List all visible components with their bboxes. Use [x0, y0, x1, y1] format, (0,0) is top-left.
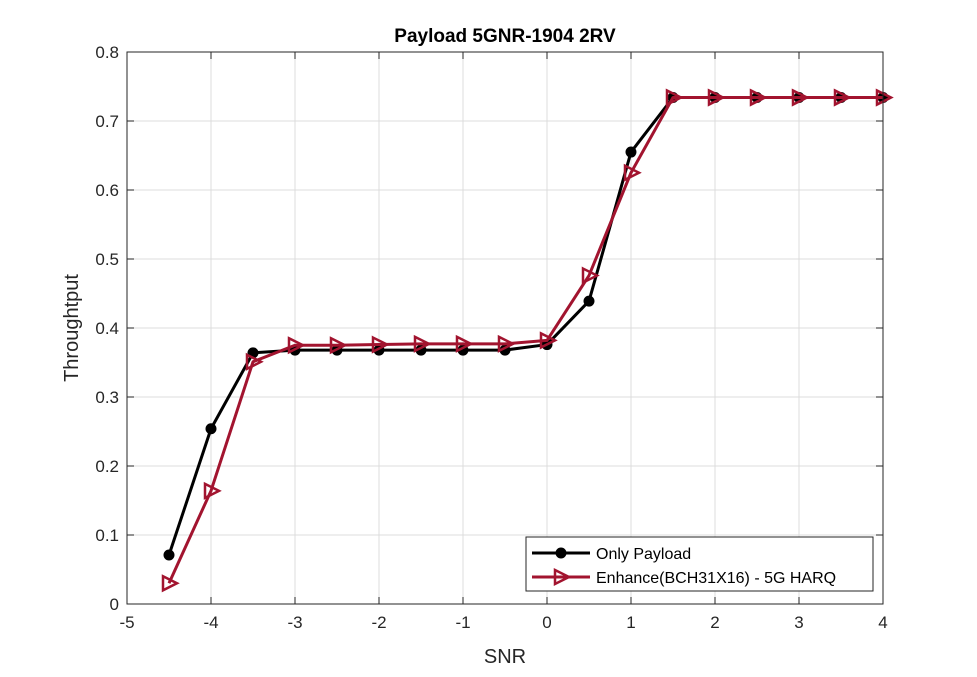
y-tick-label: 0.4 [95, 319, 119, 338]
x-tick-label: 4 [878, 613, 887, 632]
data-point [833, 88, 852, 107]
data-point [163, 549, 175, 561]
data-point [203, 481, 222, 500]
data-point [161, 574, 180, 593]
legend-marker-enhance [553, 567, 572, 587]
x-tick-label: -4 [203, 613, 218, 632]
data-point [623, 163, 642, 182]
data-point [791, 88, 810, 107]
series-layer [161, 88, 894, 593]
data-point [413, 334, 432, 353]
legend: Only Payload Enhance(BCH31X16) - 5G HARQ [525, 536, 874, 592]
x-tick-label: -3 [287, 613, 302, 632]
data-point [875, 88, 894, 107]
legend-label-enhance: Enhance(BCH31X16) - 5G HARQ [596, 570, 836, 587]
y-tick-label: 0.7 [95, 112, 119, 131]
x-axis-label: SNR [484, 646, 526, 668]
y-tick-label: 0.2 [95, 457, 119, 476]
y-tick-label: 0.3 [95, 388, 119, 407]
chart-title: Payload 5GNR-1904 2RV [394, 26, 616, 47]
axis-ticks: -5 -4 -3 -2 -1 0 1 2 3 4 0 0.1 0.2 0.3 0.4 0.5 0.6 0.7 0.8 [95, 43, 887, 632]
y-tick-label: 0.1 [95, 526, 119, 545]
data-point [581, 266, 600, 285]
data-point [749, 88, 768, 107]
x-tick-label: 2 [710, 613, 719, 632]
data-point [625, 146, 637, 158]
legend-label-only-payload: Only Payload [596, 546, 691, 563]
y-tick-label: 0 [110, 595, 119, 614]
y-tick-label: 0.6 [95, 181, 119, 200]
data-point [455, 334, 474, 353]
x-tick-label: 3 [794, 613, 803, 632]
x-tick-label: 1 [626, 613, 635, 632]
data-point [371, 335, 390, 354]
data-point [245, 352, 264, 371]
y-tick-label: 0.8 [95, 43, 119, 62]
y-axis-label: Throughtput [61, 274, 83, 382]
legend-marker-only-payload [555, 547, 567, 559]
legend-box [525, 536, 874, 592]
x-tick-label: -1 [455, 613, 470, 632]
data-point [497, 334, 516, 353]
data-point [329, 336, 348, 355]
data-point [707, 88, 726, 107]
data-point [539, 331, 558, 350]
x-tick-label: -5 [119, 613, 134, 632]
y-tick-label: 0.5 [95, 250, 119, 269]
data-point [205, 423, 217, 435]
data-point [665, 88, 684, 107]
data-point [583, 295, 595, 307]
data-point [287, 336, 306, 355]
x-tick-label: 0 [542, 613, 551, 632]
x-tick-label: -2 [371, 613, 386, 632]
